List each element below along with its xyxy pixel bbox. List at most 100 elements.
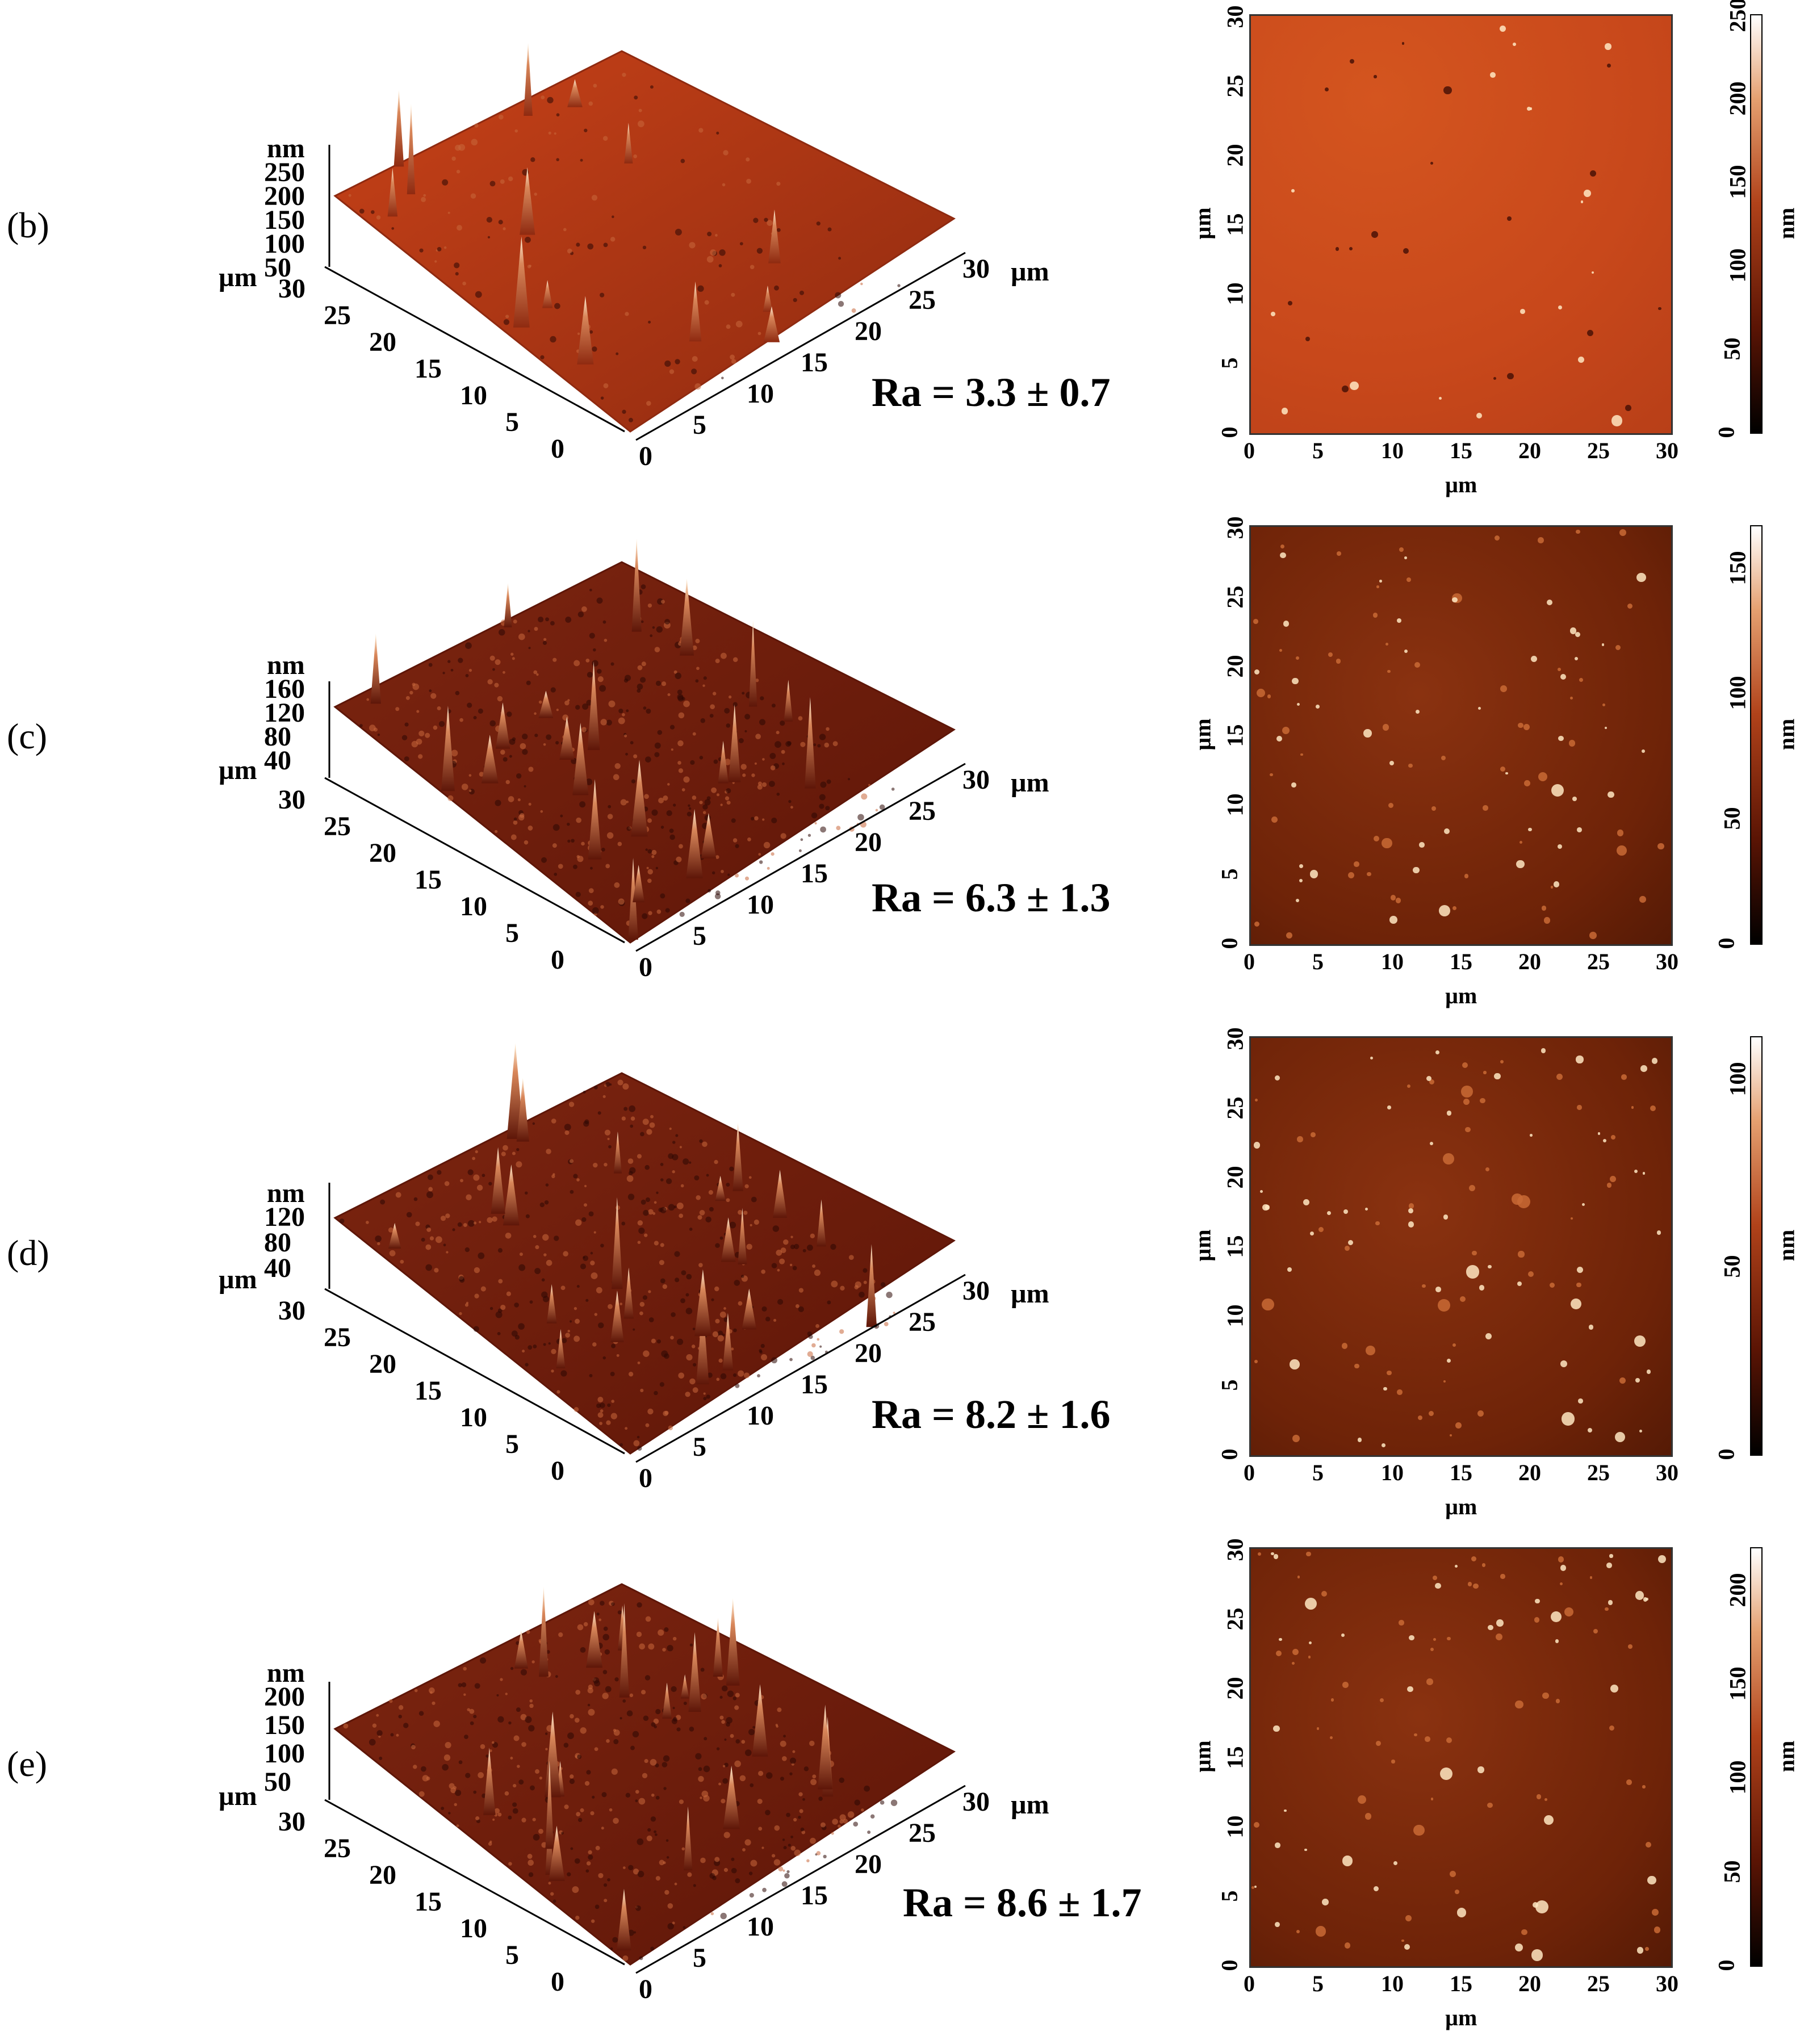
surface-texture: [376, 1730, 383, 1736]
surface-texture: [689, 242, 696, 249]
surface-texture: [819, 803, 824, 809]
surface-texture: [776, 731, 780, 735]
map-feature: [1589, 932, 1597, 939]
map-feature: [1414, 661, 1421, 668]
map-x-unit: µm: [1445, 2005, 1477, 2030]
surface-texture: [658, 797, 664, 803]
map-feature: [1452, 906, 1456, 911]
surface-peak: [817, 1199, 826, 1247]
surface-texture: [738, 1210, 743, 1215]
map-feature: [1523, 724, 1530, 731]
surface-texture: [594, 1313, 597, 1316]
surface-texture: [752, 1725, 756, 1729]
surface-texture: [551, 1119, 556, 1124]
map-feature: [1560, 673, 1566, 680]
map-feature: [1581, 1203, 1585, 1207]
surface-texture: [644, 1233, 648, 1237]
surface-texture: [633, 154, 638, 158]
surface-texture: [810, 1779, 817, 1786]
surface-texture: [492, 1741, 495, 1744]
map-feature: [1611, 1134, 1616, 1140]
surface-texture: [614, 763, 621, 769]
left-axis-unit: µm: [219, 1781, 257, 1811]
surface-texture: [456, 170, 461, 174]
surface-texture: [543, 1253, 547, 1256]
surface-texture: [775, 741, 781, 748]
surface-texture: [513, 1735, 520, 1741]
afm-height-map: [1249, 1547, 1673, 1968]
map-feature: [1611, 415, 1623, 426]
surface-texture: [675, 228, 682, 236]
map-feature: [1488, 1624, 1493, 1631]
surface-texture: [708, 1190, 713, 1195]
surface-texture: [641, 584, 646, 589]
surface-texture: [459, 718, 463, 722]
surface-texture: [497, 1812, 502, 1817]
surface-texture: [538, 616, 544, 623]
surface-texture: [859, 1291, 865, 1298]
surface-texture: [423, 194, 426, 197]
surface-texture: [851, 308, 856, 313]
map-feature: [1287, 1267, 1292, 1272]
map-feature: [1279, 648, 1283, 652]
surface-texture: [421, 1766, 426, 1772]
surface-texture: [861, 1808, 864, 1812]
surface-texture: [542, 640, 547, 645]
surface-texture: [339, 1218, 345, 1224]
map-feature: [1315, 1926, 1326, 1937]
map-x-tick: 10: [1381, 949, 1404, 974]
surface-texture: [577, 1817, 583, 1823]
map-feature: [1433, 1638, 1436, 1641]
surface-texture: [677, 761, 681, 765]
map-x-tick: 30: [1656, 1460, 1678, 1485]
surface-texture: [406, 1212, 412, 1218]
map-y-tick: 0: [1216, 937, 1242, 949]
surface-texture: [495, 659, 501, 665]
surface-texture: [719, 1695, 723, 1699]
map-feature: [1546, 599, 1552, 606]
surface-texture: [618, 717, 625, 724]
surface-texture: [644, 794, 649, 799]
surface-texture: [703, 1765, 710, 1773]
surface-texture: [598, 1873, 604, 1878]
surface-texture: [664, 1353, 669, 1359]
surface-texture: [454, 1803, 457, 1806]
surface-texture: [642, 245, 647, 250]
surface-texture: [455, 272, 459, 276]
surface-texture: [832, 1819, 838, 1825]
surface-texture: [540, 810, 543, 813]
surface-texture: [421, 196, 426, 202]
map-x-tick: 5: [1312, 1971, 1324, 1996]
surface-texture: [715, 1243, 720, 1248]
right-axis-tick: 5: [693, 921, 706, 951]
surface-texture: [647, 1828, 651, 1832]
map-y-tick: 20: [1222, 1677, 1248, 1700]
surface-texture: [650, 1115, 654, 1119]
map-feature: [1373, 835, 1379, 841]
surface-texture: [639, 1956, 643, 1961]
surface-texture: [718, 264, 722, 267]
left-axis-tick: 20: [369, 838, 396, 868]
map-feature: [1553, 881, 1560, 888]
surface-texture: [497, 1331, 501, 1335]
surface-peak: [686, 809, 703, 878]
surface-texture: [587, 243, 594, 250]
surface-texture: [668, 1204, 675, 1211]
surface-texture: [755, 678, 759, 682]
surface-texture: [758, 1827, 763, 1831]
surface-texture: [602, 620, 606, 624]
surface-texture: [413, 1197, 418, 1201]
surface-texture: [585, 778, 593, 785]
surface-texture: [742, 692, 745, 695]
surface-texture: [864, 1785, 870, 1792]
surface-texture: [414, 1689, 418, 1693]
right-axis-tick: 0: [639, 952, 652, 982]
surface-texture: [638, 1798, 646, 1805]
map-feature: [1572, 797, 1577, 802]
surface-texture: [676, 856, 682, 862]
map-feature: [1342, 1682, 1349, 1688]
surface-texture: [581, 606, 587, 612]
surface-texture: [547, 97, 554, 104]
map-feature: [1430, 162, 1433, 165]
map-feature: [1275, 1650, 1282, 1656]
